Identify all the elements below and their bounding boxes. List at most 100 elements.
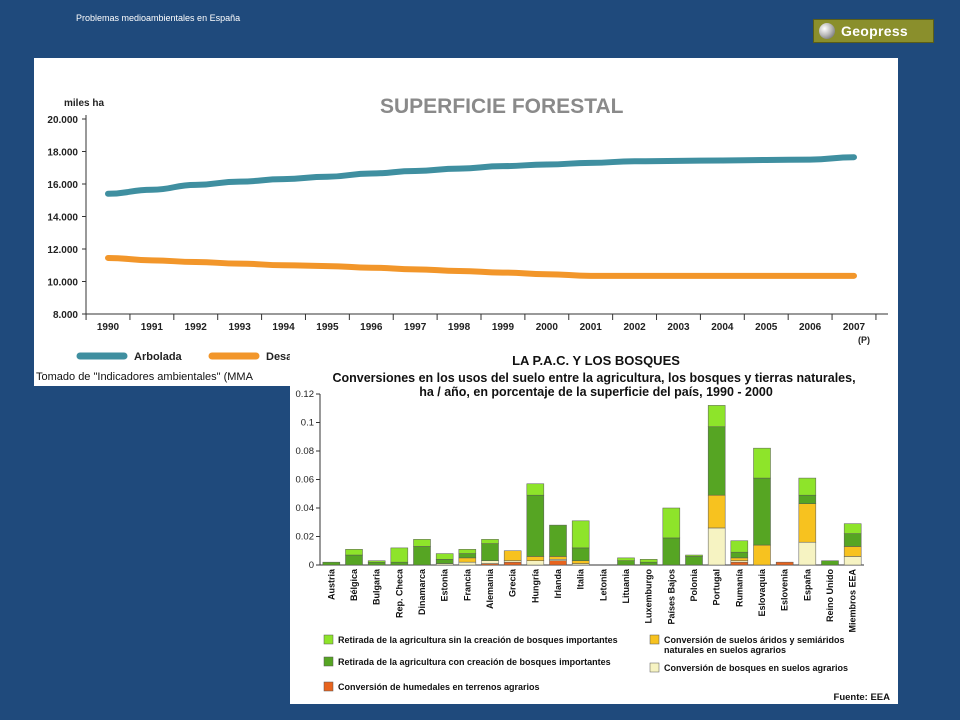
x-tick-label: Luxemburgo [644, 569, 654, 624]
x-tick-label: Portugal [712, 569, 722, 606]
y-tick-label: 10.000 [47, 278, 78, 289]
legend-swatch [649, 662, 660, 673]
legend-label: Conversión de suelos áridos y semiáridos [664, 635, 845, 645]
x-tick-label: Reino Unido [825, 569, 835, 622]
bar-segment [639, 561, 658, 566]
slide-header-title: Problemas medioambientales en España [76, 13, 241, 23]
globe-icon [819, 23, 835, 39]
x-tick-label: Alemania [485, 568, 495, 609]
x-tick-label: 1998 [448, 322, 471, 333]
source-note: Fuente: EEA [834, 692, 891, 703]
bar-segment [390, 547, 409, 563]
bar-segment [345, 554, 363, 566]
bar-segment [798, 541, 817, 566]
legend-swatch [323, 634, 334, 645]
x-tick-label: Eslovaquia [757, 568, 767, 617]
bar-segment [707, 494, 726, 529]
bar-segment [798, 494, 817, 504]
chart-title-line2: Conversiones en los usos del suelo entre… [332, 371, 855, 385]
x-tick-label: Bélgica [349, 568, 359, 601]
bar-segment [458, 553, 477, 559]
y-tick-label: 0.1 [301, 418, 314, 429]
legend-label: Retirada de la agricultura con creación … [338, 657, 611, 667]
chart-title: SUPERFICIE FORESTAL [380, 95, 624, 118]
bar-segment [753, 447, 771, 479]
bar-segment [730, 557, 749, 561]
x-tick-label: 1993 [229, 322, 252, 333]
legend-label: Arbolada [134, 351, 183, 363]
bar-segment [707, 527, 726, 566]
forest-line-chart: miles ha SUPERFICIE FORESTAL 8.000 10.000 12… [36, 95, 888, 383]
logo-text: Geopress [841, 23, 908, 39]
y-tick-label: 0.04 [296, 503, 315, 514]
bar-segment [458, 561, 477, 566]
x-tick-label: 2004 [711, 322, 734, 333]
x-tick-label: Países Bajos [666, 569, 676, 625]
x-tick-label: 1990 [97, 322, 120, 333]
y-tick-label: 8.000 [53, 310, 78, 321]
x-tick-label: Dinamarca [417, 568, 427, 615]
bar-segment [730, 561, 749, 566]
x-tick-label: Eslovenia [780, 568, 790, 611]
bar-segment [843, 533, 862, 547]
source-note: Tomado de "Indicadores ambientales" (MMA [36, 371, 254, 383]
bar-segment [798, 477, 817, 496]
bar-segment [775, 561, 794, 566]
x-tick-label: Rep. Checa [394, 568, 404, 618]
legend-label-cont: naturales en suelos agrarios [664, 645, 786, 655]
bar-segment [435, 559, 454, 564]
bar-segment [503, 561, 522, 566]
bar-segment [549, 560, 567, 566]
bar-segment [798, 503, 817, 543]
x-tick-label: 1996 [360, 322, 383, 333]
bar-segment [843, 523, 862, 534]
y-tick-label: 0.08 [296, 446, 315, 457]
bar-segment [662, 507, 681, 539]
x-tick-label: 2000 [536, 322, 559, 333]
x-tick-label: Francia [462, 568, 472, 601]
x-tick-label: España [802, 568, 812, 601]
x-tick-label: Hungría [530, 568, 540, 603]
legend-label: Conversión de bosques en suelos agrarios [664, 663, 848, 673]
x-tick-label: Polonia [689, 568, 699, 601]
bar-segment [481, 539, 499, 544]
y-tick-label: 12.000 [47, 245, 78, 256]
bar-segment [571, 547, 590, 561]
y-axis-label: miles ha [64, 98, 104, 109]
bar-segment [730, 540, 749, 553]
bar-segment [617, 557, 635, 561]
bar-segment [413, 546, 431, 566]
x-note: (P) [858, 335, 870, 345]
bar-segment [503, 550, 522, 561]
geopress-logo: Geopress [813, 19, 934, 43]
x-tick-label: 1991 [141, 322, 164, 333]
bar-segment [435, 553, 454, 560]
x-tick-label: Rumanía [734, 568, 744, 607]
bar-segment [843, 546, 862, 557]
x-tick-label: Letonia [598, 568, 608, 601]
x-tick-label: 2006 [799, 322, 822, 333]
x-tick-label: 1999 [492, 322, 515, 333]
bar-segment [571, 560, 590, 564]
legend-swatch [323, 656, 334, 667]
bar-segment [707, 426, 726, 496]
x-tick-label: 1994 [272, 322, 295, 333]
bar-segment [843, 556, 862, 566]
bar-segment [458, 557, 477, 563]
x-tick-label: 2007 [843, 322, 866, 333]
x-tick-label: 1995 [316, 322, 339, 333]
bar-segment [367, 561, 386, 566]
x-tick-label: Italia [576, 568, 586, 590]
legend-label: Desar [266, 351, 297, 363]
legend-swatch [323, 681, 334, 692]
bar-segment [481, 560, 499, 564]
bar-segment [390, 561, 409, 566]
x-tick-label: 1997 [404, 322, 427, 333]
bar-segment [458, 549, 477, 554]
x-tick-label: 2001 [580, 322, 603, 333]
x-tick-label: Irlanda [553, 568, 563, 599]
bar-segment [662, 537, 681, 566]
x-tick-label: Lituania [621, 568, 631, 603]
bar-segment [526, 560, 545, 566]
y-tick-label: 14.000 [47, 213, 78, 224]
